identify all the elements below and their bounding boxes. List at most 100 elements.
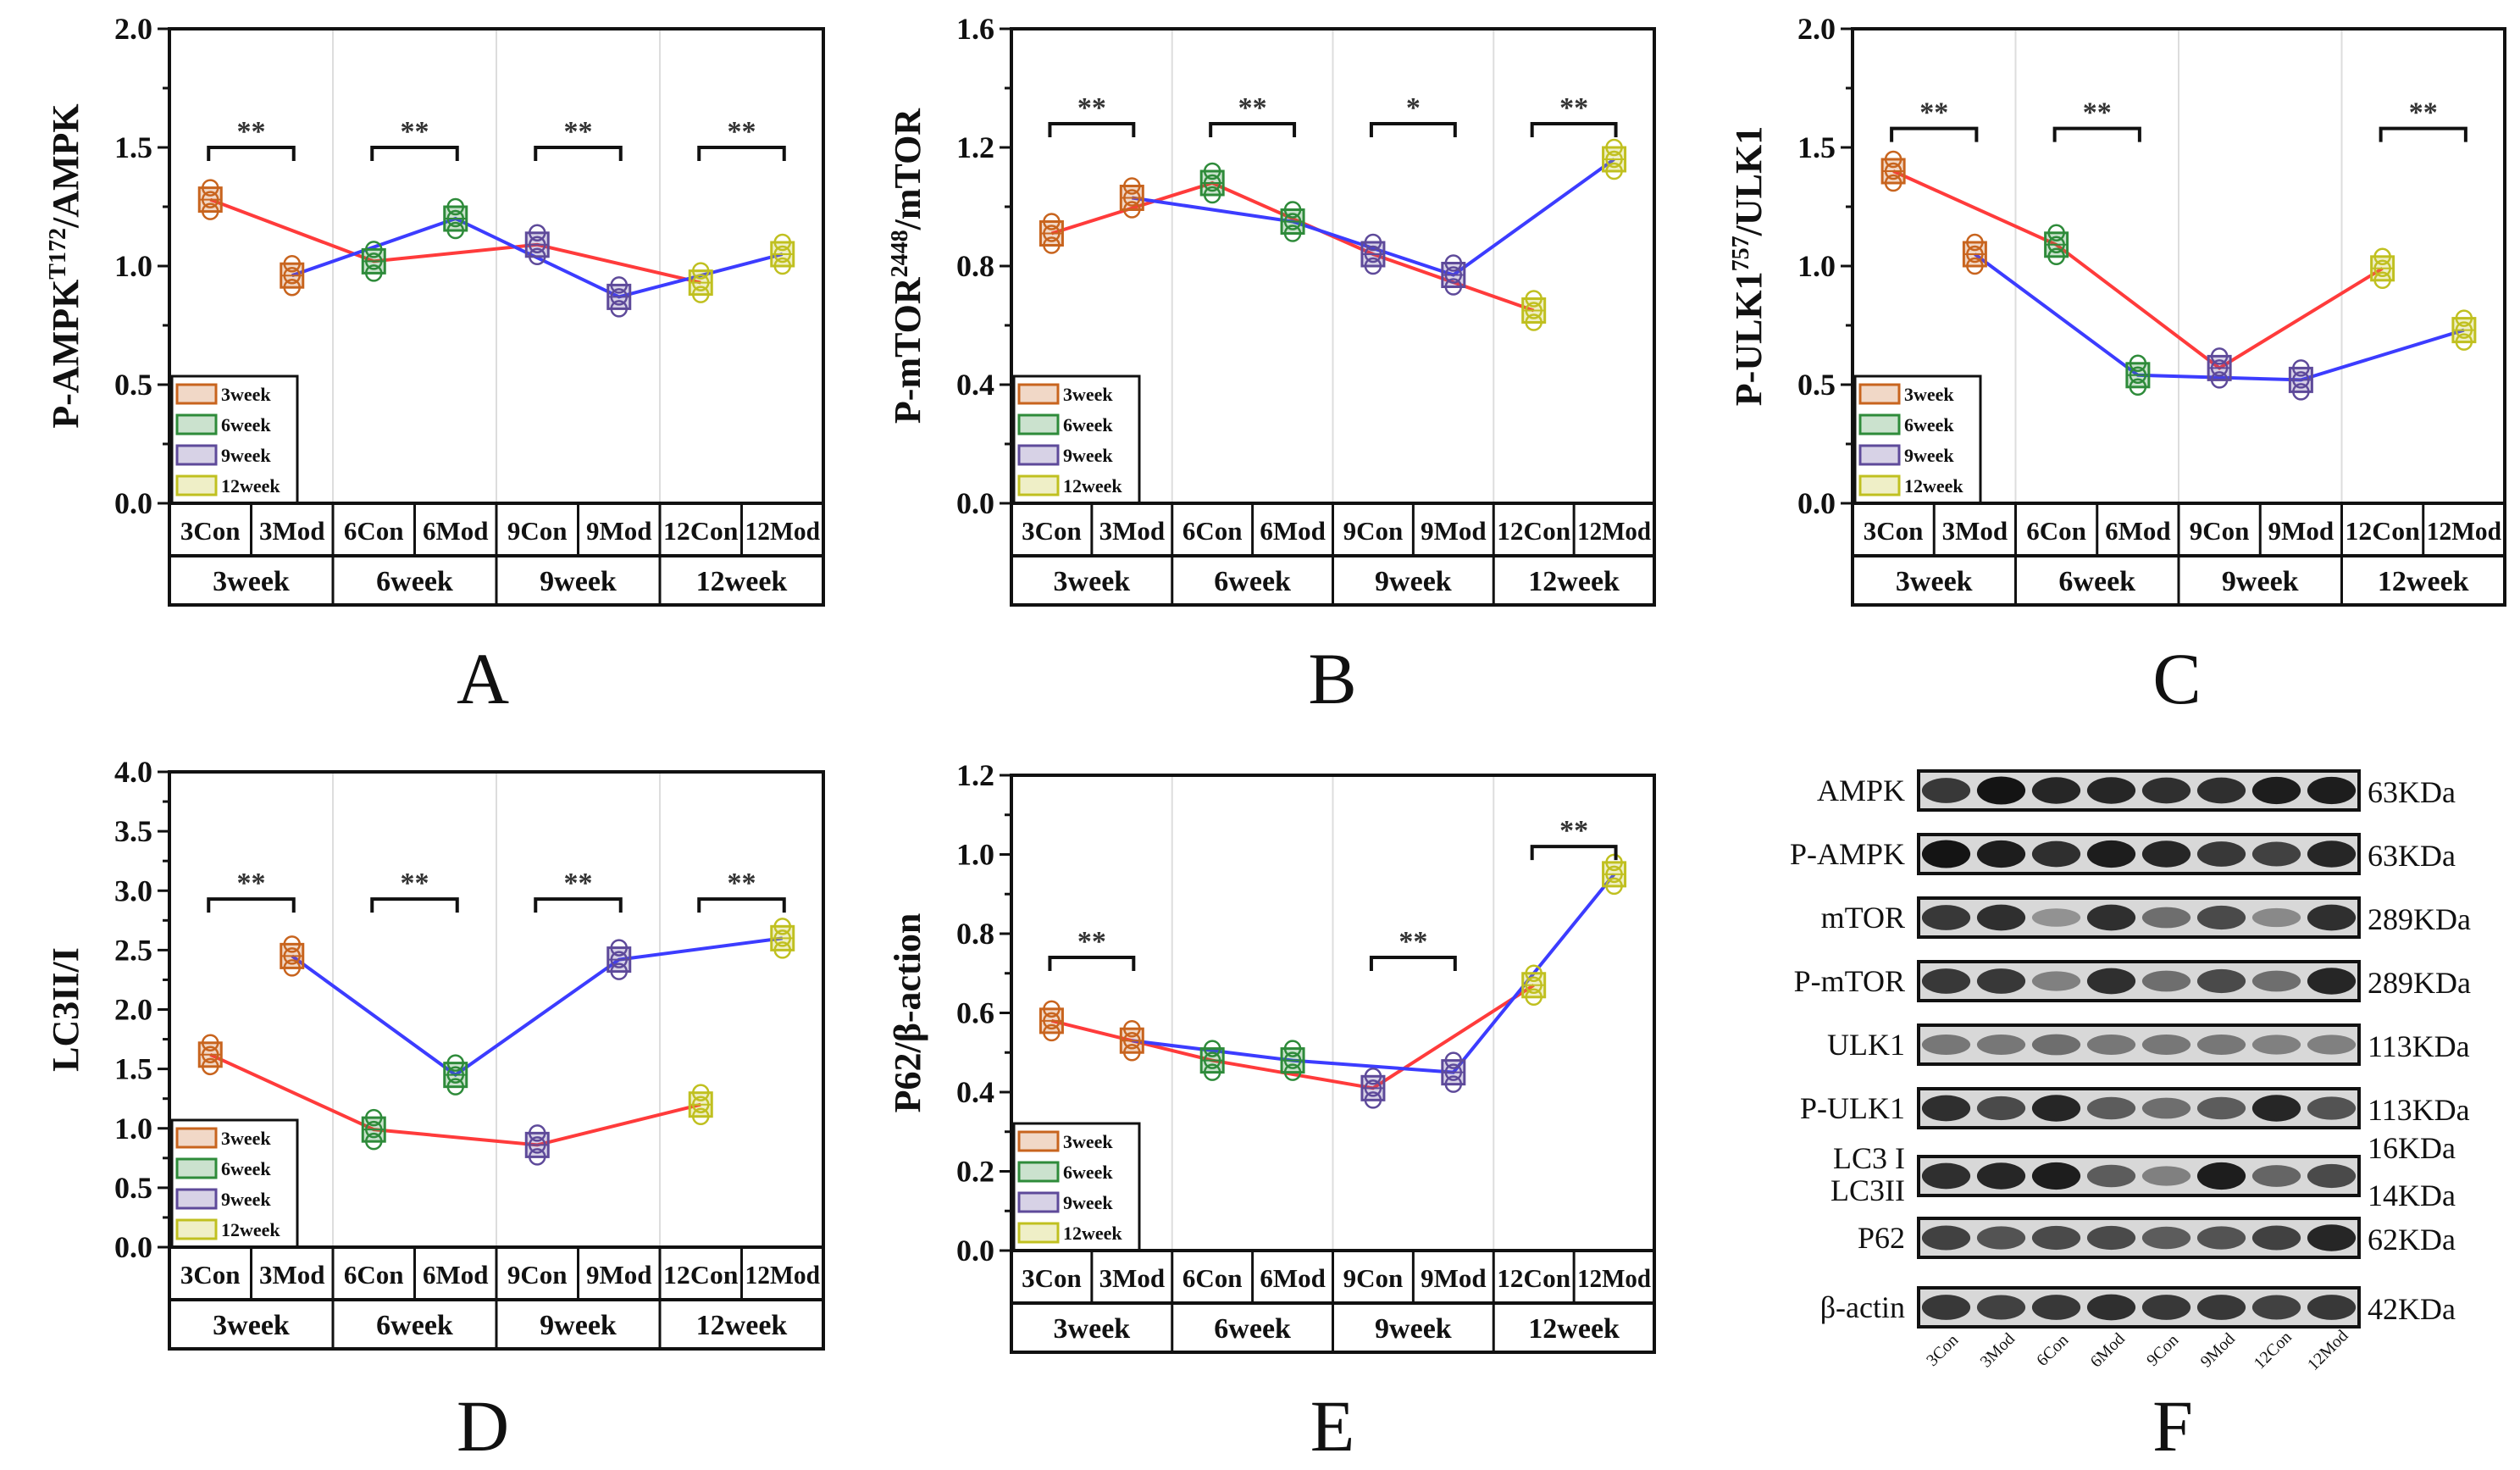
category-label: 3Con <box>1022 516 1082 546</box>
legend-swatch-3week <box>175 383 218 405</box>
data-point <box>2455 309 2473 327</box>
category-label: 12Mod <box>745 1260 821 1290</box>
group-label: 12week <box>696 1310 788 1341</box>
blot-band <box>2196 777 2246 804</box>
y-tick-label: 0.4 <box>956 1075 994 1109</box>
data-point <box>692 1084 710 1101</box>
data-box-12Mod <box>770 233 795 275</box>
significance-stars: ** <box>728 116 756 147</box>
legend-swatch-9week <box>1858 444 1901 466</box>
y-label-main: LC3II/I <box>45 947 86 1072</box>
data-box-3Mod <box>280 254 305 297</box>
legend-swatch-6week <box>1017 1161 1060 1183</box>
data-box-6Mod <box>1280 201 1305 242</box>
blot-band <box>2141 777 2191 804</box>
group-label: 3week <box>1896 566 1973 597</box>
y-tick-label: 1.2 <box>956 758 994 792</box>
data-point <box>1525 290 1542 308</box>
legend-swatch-3week <box>1017 1130 1060 1152</box>
legend-swatch-6week <box>1017 413 1060 435</box>
data-point <box>2047 224 2065 242</box>
data-point <box>610 962 628 980</box>
blot-band <box>2031 1162 2081 1190</box>
significance-bracket <box>1369 122 1457 137</box>
blot-band <box>1921 840 1971 868</box>
blot-band <box>1976 1226 2026 1250</box>
significance-bracket <box>1048 956 1136 972</box>
legend-label: 9week <box>1063 445 1113 466</box>
data-point <box>2047 247 2065 266</box>
blot-band <box>2251 970 2301 992</box>
blot-band <box>2086 777 2136 804</box>
data-point <box>1203 162 1221 180</box>
panel-letter: B <box>1308 638 1356 719</box>
y-tick-label: 0.5 <box>114 1171 152 1205</box>
significance-bracket <box>534 146 623 161</box>
blot-band <box>2086 840 2136 868</box>
data-point <box>692 1107 710 1125</box>
y-tick-label: 2.5 <box>114 933 152 967</box>
significance-stars: ** <box>1238 92 1267 124</box>
significance-bracket <box>1369 956 1457 972</box>
blot-band <box>1976 1295 2026 1320</box>
significance-stars: ** <box>401 868 429 899</box>
lane-label: 9Con <box>2143 1331 2182 1370</box>
data-box-12Con <box>688 262 713 303</box>
legend-label: 3week <box>221 1128 271 1149</box>
panel-letter: E <box>1310 1385 1355 1467</box>
blot-band <box>1921 1295 1971 1320</box>
legend: 3week 6week 9week 12week <box>1853 374 1982 505</box>
data-point <box>2455 333 2473 351</box>
blot-band <box>2251 1295 2301 1320</box>
data-box-12Con <box>1521 290 1547 331</box>
significance-stars: ** <box>1559 92 1588 124</box>
legend-frame <box>170 1118 299 1249</box>
legend-label: 6week <box>221 414 271 435</box>
category-label: 12Con <box>663 1260 739 1290</box>
category-label: 12Mod <box>1577 516 1651 546</box>
blot-size: 63KDa <box>2368 839 2456 873</box>
data-point <box>202 1034 219 1052</box>
data-box-12Mod <box>1602 138 1627 180</box>
legend-swatch-9week <box>175 1188 218 1210</box>
blot-size: 16KDa <box>2368 1131 2456 1165</box>
blot-row-ULK1: ULK1 113KDa <box>1827 1023 2470 1066</box>
data-box-9Mod <box>2288 359 2313 401</box>
data-point <box>283 278 301 297</box>
category-label: 6Con <box>1182 1263 1243 1293</box>
data-point <box>1123 177 1141 195</box>
data-point <box>1123 1044 1141 1062</box>
data-box-6Mod <box>443 1054 468 1096</box>
significance-stars: ** <box>1077 926 1106 957</box>
significance-stars: ** <box>1398 926 1427 957</box>
data-box-3Con <box>197 179 223 220</box>
y-label-superscript: 757 <box>1728 236 1754 271</box>
con-series-line <box>209 197 701 285</box>
data-point <box>1966 257 1984 275</box>
category-label: 9Mod <box>1421 1263 1487 1293</box>
category-label: 3Mod <box>259 1260 325 1290</box>
legend-label: 3week <box>1063 384 1113 405</box>
blot-band <box>2307 968 2357 995</box>
data-point <box>283 935 301 953</box>
legend-label: 3week <box>221 384 271 405</box>
group-label: 12week <box>696 566 788 597</box>
y-label-main: P62/β-action <box>887 913 928 1113</box>
category-label: 9Con <box>1343 516 1404 546</box>
legend-label: 12week <box>221 475 280 496</box>
blot-row-P-mTOR: P-mTOR 289KDa <box>1794 960 2471 1002</box>
y-label-superscript: T172 <box>45 228 71 280</box>
blot-label: AMPK <box>1817 774 1905 807</box>
group-label: 6week <box>1214 566 1291 597</box>
legend-label: 9week <box>221 1189 271 1210</box>
data-box-6Con <box>1199 1040 1225 1081</box>
y-tick-label: 1.0 <box>114 1112 152 1145</box>
category-label: 6Mod <box>423 1260 489 1290</box>
lane-label: 3Con <box>1923 1331 1962 1370</box>
group-label: 6week <box>2058 566 2135 597</box>
category-label: 6Con <box>2026 516 2086 546</box>
data-box-3Con <box>197 1034 223 1076</box>
blot-band <box>1921 1034 1971 1056</box>
blot-band <box>2251 776 2301 805</box>
